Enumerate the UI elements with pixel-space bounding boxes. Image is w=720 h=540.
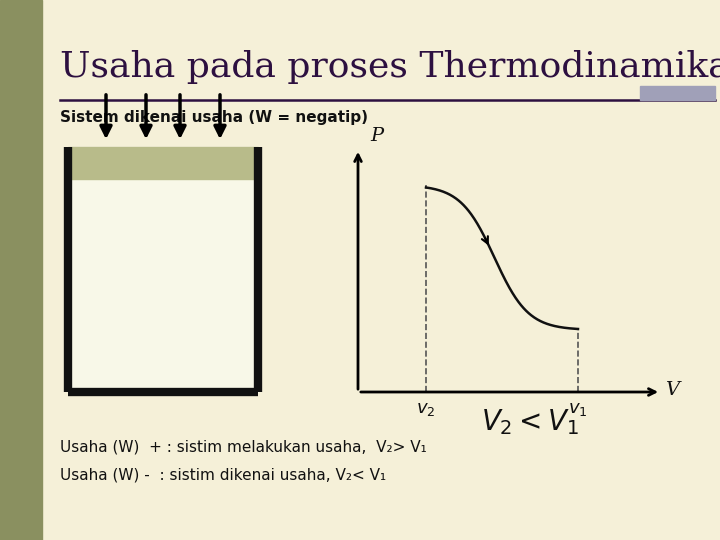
Text: Usaha (W)  + : sistim melakukan usaha,  V₂> V₁: Usaha (W) + : sistim melakukan usaha, V₂… xyxy=(60,440,427,455)
Bar xyxy=(640,86,715,100)
Bar xyxy=(0,0,42,540)
Text: $v_2$: $v_2$ xyxy=(416,400,436,418)
Bar xyxy=(68,147,258,179)
Text: $v_1$: $v_1$ xyxy=(568,400,588,418)
Text: Usaha pada proses Thermodinamika: Usaha pada proses Thermodinamika xyxy=(60,50,720,84)
Text: V: V xyxy=(665,381,679,399)
Bar xyxy=(68,147,258,392)
Text: Usaha (W) -  : sistim dikenai usaha, V₂< V₁: Usaha (W) - : sistim dikenai usaha, V₂< … xyxy=(60,468,386,483)
Text: Sistem dikenai usaha (W = negatip): Sistem dikenai usaha (W = negatip) xyxy=(60,110,368,125)
Text: $V_2 < V_1$: $V_2 < V_1$ xyxy=(481,407,579,437)
Text: P: P xyxy=(370,127,383,145)
